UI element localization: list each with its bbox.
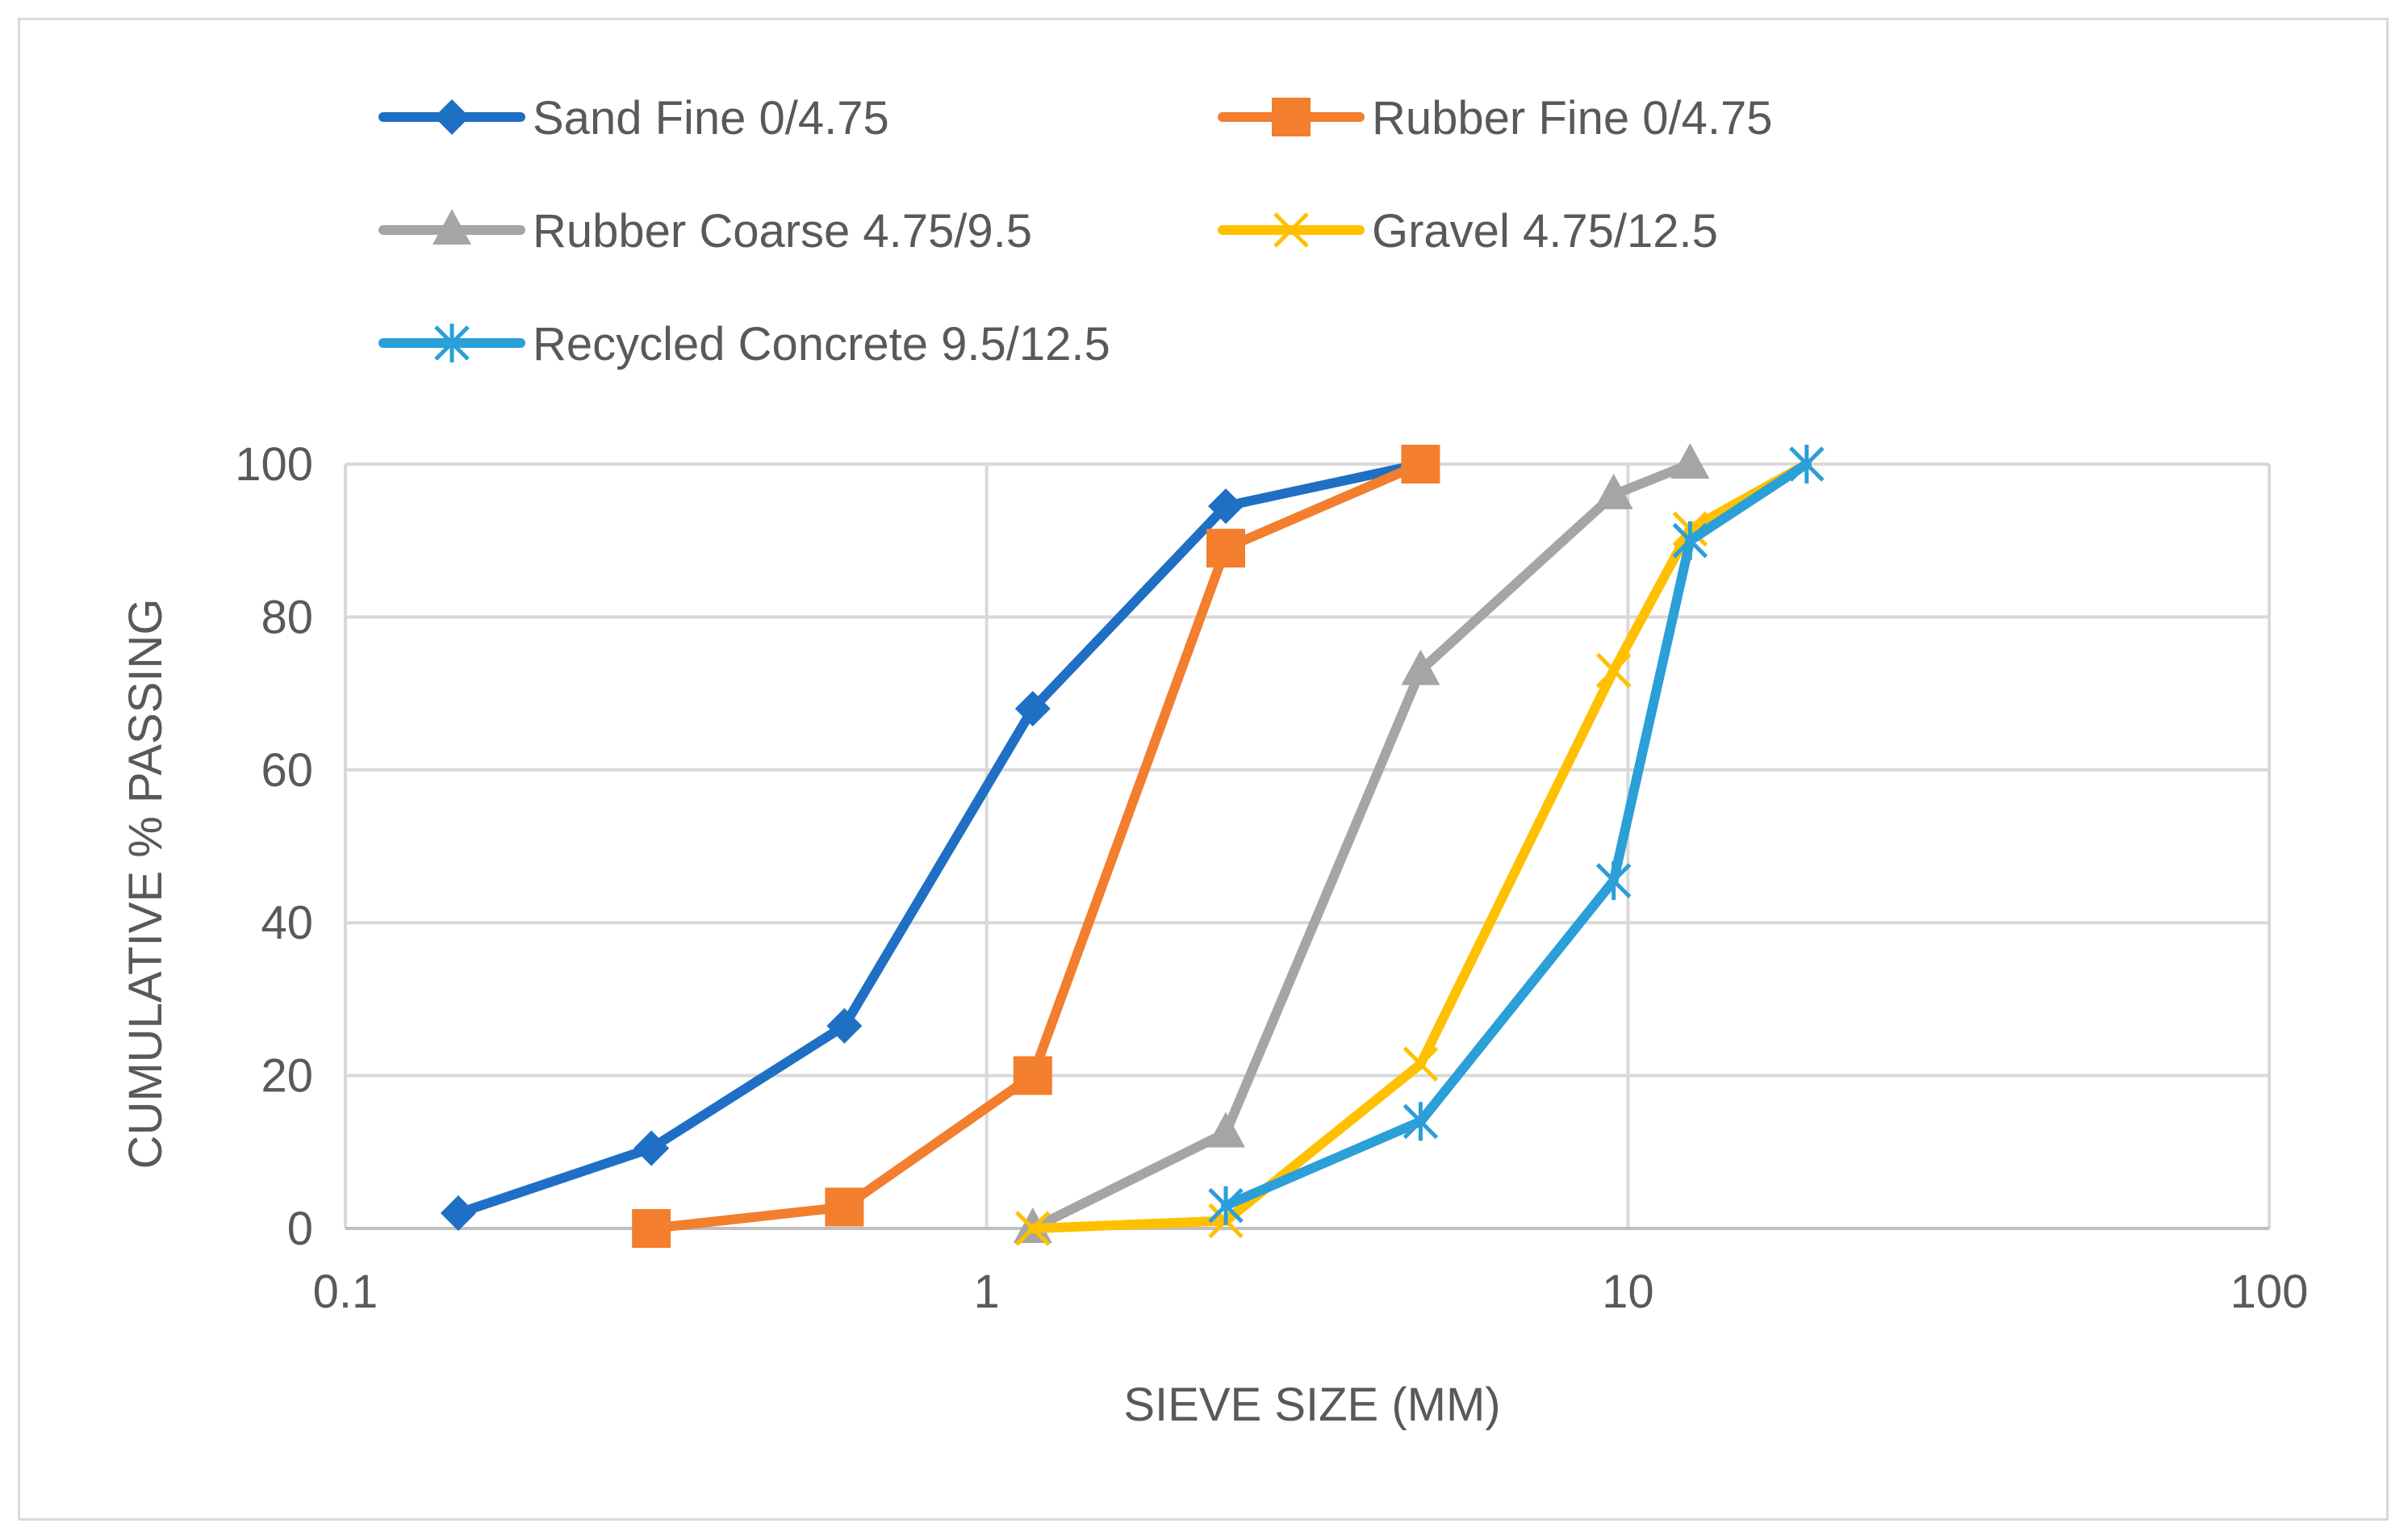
data-point — [1206, 1111, 1246, 1148]
legend-swatch-marker — [433, 209, 471, 245]
legend-item-2: Rubber Coarse 4.75/9.5 — [378, 205, 1032, 257]
x-axis-title: SIEVE SIZE (MM) — [1123, 1379, 1500, 1431]
data-point — [1401, 649, 1440, 685]
legend-label: Gravel 4.75/12.5 — [1372, 205, 1718, 257]
series-line — [1221, 459, 1812, 1211]
data-point — [1403, 1102, 1439, 1141]
legend-label: Rubber Coarse 4.75/9.5 — [533, 205, 1032, 257]
legend-item-4: Recycled Concrete 9.5/12.5 — [378, 318, 1110, 370]
data-point — [1594, 473, 1633, 509]
legend-label: Sand Fine 0/4.75 — [533, 92, 889, 144]
legend-swatch-marker — [434, 324, 470, 362]
y-tick-label: 40 — [261, 897, 313, 949]
data-point — [1403, 1046, 1439, 1082]
series-line — [1027, 459, 1812, 1233]
x-tick-label: 100 — [2230, 1266, 2309, 1318]
legend-swatch-marker — [1273, 212, 1309, 248]
data-point — [1208, 1186, 1244, 1225]
series-layer — [440, 443, 1825, 1248]
series-0 — [440, 446, 1439, 1232]
y-tick-label: 80 — [261, 591, 313, 643]
data-point — [632, 1209, 671, 1248]
data-point — [1595, 652, 1632, 688]
y-tick-label: 60 — [261, 744, 313, 797]
data-point — [826, 1008, 863, 1044]
series-line — [646, 459, 1426, 1233]
data-point — [1670, 443, 1710, 479]
legend-swatch-marker — [1272, 98, 1311, 136]
data-point — [1013, 1056, 1052, 1095]
legend: Sand Fine 0/4.75 Rubber Fine 0/4.75 Rubber… — [378, 92, 1773, 370]
y-tick-label: 20 — [261, 1050, 313, 1103]
y-tick-label: 100 — [235, 438, 313, 491]
x-tick-label: 1 — [974, 1266, 1000, 1318]
data-point — [1206, 529, 1246, 568]
grid — [344, 462, 2271, 1230]
legend-item-1: Rubber Fine 0/4.75 — [1218, 92, 1773, 144]
data-point — [1014, 691, 1051, 727]
series-2 — [1013, 443, 1710, 1243]
data-point — [440, 1195, 476, 1232]
legend-swatch-marker — [434, 99, 470, 135]
legend-label: Recycled Concrete 9.5/12.5 — [533, 318, 1110, 370]
series-4 — [1208, 445, 1825, 1225]
data-point — [633, 1130, 670, 1166]
x-tick-label: 0.1 — [313, 1266, 378, 1318]
axes: 0 20 40 60 80 100 0.1 1 10 100 — [235, 438, 2308, 1318]
data-point — [1672, 521, 1708, 560]
series-line — [453, 459, 1426, 1219]
data-point — [1401, 445, 1440, 483]
data-point — [1208, 488, 1244, 525]
x-tick-label: 10 — [1602, 1266, 1654, 1318]
y-axis-title: CUMULATIVE % PASSING — [119, 599, 172, 1170]
data-point — [825, 1187, 864, 1227]
legend-item-0: Sand Fine 0/4.75 — [378, 92, 889, 144]
data-point — [1015, 1211, 1051, 1246]
data-point — [1595, 861, 1632, 901]
series-1 — [632, 445, 1440, 1248]
y-tick-label: 0 — [287, 1203, 313, 1255]
legend-label: Rubber Fine 0/4.75 — [1372, 92, 1773, 144]
legend-item-3: Gravel 4.75/12.5 — [1218, 205, 1718, 257]
data-point — [1789, 445, 1825, 483]
